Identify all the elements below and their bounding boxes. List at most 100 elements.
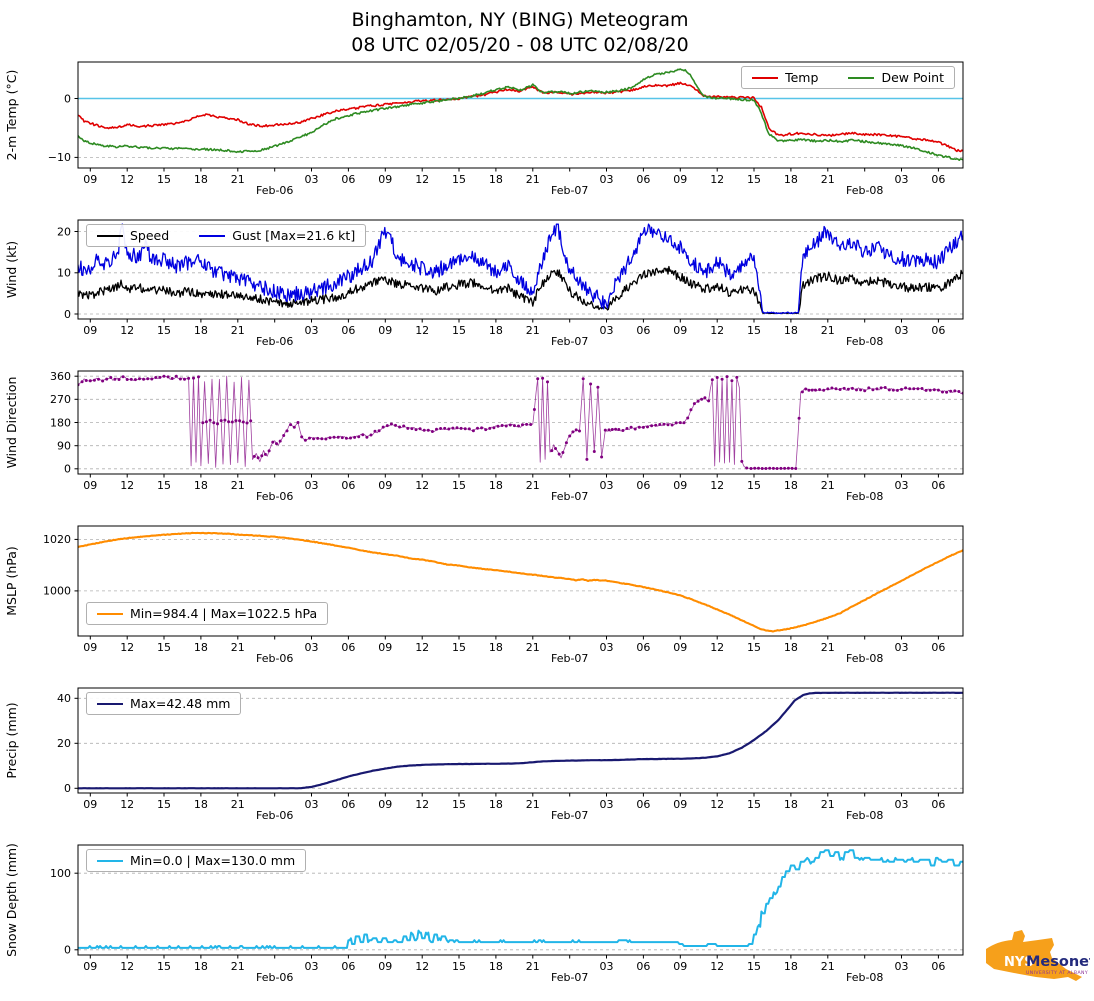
x-tick-label: 18 bbox=[489, 798, 503, 811]
x-tick-label: 06 bbox=[636, 641, 650, 654]
series-line-precip bbox=[78, 691, 963, 790]
plot-temp: −10 0 09 12 15 18 21 Feb-06 03 06 09 12 15 18 21 Feb-07… bbox=[4, 61, 964, 197]
plot-wind: 0 10 20 09 12 15 18 21 Feb-06 03 06 09 12 15 18 21 Feb-0… bbox=[4, 219, 964, 348]
x-tick-label: 15 bbox=[747, 798, 761, 811]
x-tick-label: 12 bbox=[415, 798, 429, 811]
x-tick-label: 06 bbox=[931, 641, 945, 654]
legend-label: Max=42.48 mm bbox=[130, 696, 231, 711]
y-tick-label: 40 bbox=[57, 692, 71, 705]
x-tick-label: 15 bbox=[747, 641, 761, 654]
x-tick-label: 12 bbox=[710, 798, 724, 811]
x-tick-label: 21 bbox=[821, 960, 835, 973]
y-tick-label: 10 bbox=[57, 267, 71, 280]
legend-wind: Speed Gust [Max=21.6 kt] bbox=[86, 224, 367, 247]
y-axis: 0 90 180 270 360 bbox=[50, 370, 78, 476]
x-tick-label: 09 bbox=[83, 798, 97, 811]
legend-label: Gust [Max=21.6 kt] bbox=[232, 228, 356, 243]
plot-snow: 0 100 09 12 15 18 21 Feb-06 03 06 09 12 15 18 21 Feb-07… bbox=[4, 843, 964, 984]
x-axis: 09 12 15 18 21 Feb-06 03 06 09 12 15 18 21 Feb-07 03 06… bbox=[83, 319, 945, 348]
legend-line-sample bbox=[97, 702, 123, 705]
series-group bbox=[78, 223, 963, 315]
x-tick-label: 06 bbox=[341, 479, 355, 492]
x-tick-label: 06 bbox=[636, 798, 650, 811]
x-tick-label: 18 bbox=[784, 324, 798, 337]
legend-label: Dew Point bbox=[881, 70, 944, 85]
x-tick-label: 18 bbox=[784, 479, 798, 492]
y-tick-label: 360 bbox=[50, 370, 71, 383]
x-tick-label: 03 bbox=[600, 798, 614, 811]
legend-label: Min=984.4 | Max=1022.5 hPa bbox=[130, 606, 318, 621]
x-tick-label: 12 bbox=[120, 173, 134, 186]
x-tick-label: 09 bbox=[378, 324, 392, 337]
x-tick-label: 12 bbox=[415, 641, 429, 654]
x-tick-label: 18 bbox=[784, 798, 798, 811]
x-tick-label: 12 bbox=[415, 324, 429, 337]
x-tick-label: 09 bbox=[83, 324, 97, 337]
legend-label: Min=0.0 | Max=130.0 mm bbox=[130, 853, 296, 868]
x-tick-label: 15 bbox=[157, 960, 171, 973]
panel-mslp: 1000 1020 09 12 15 18 21 Feb-06 03 06 09 12 15 18 21 Fe… bbox=[0, 522, 1094, 684]
x-tick-day-label: Feb-06 bbox=[256, 490, 293, 503]
legend-entry: Min=0.0 | Max=130.0 mm bbox=[97, 853, 295, 868]
x-tick-day-label: Feb-08 bbox=[846, 184, 883, 197]
legend-line-sample bbox=[752, 76, 779, 79]
x-tick-label: 12 bbox=[710, 324, 724, 337]
y-tick-label: 20 bbox=[57, 737, 71, 750]
y-axis: 0 100 bbox=[50, 867, 78, 957]
gridlines bbox=[78, 375, 963, 470]
x-tick-label: 15 bbox=[157, 173, 171, 186]
series-line-snow-depth bbox=[78, 849, 963, 949]
x-tick-label: 06 bbox=[636, 960, 650, 973]
legend-precip: Max=42.48 mm bbox=[86, 692, 242, 715]
x-tick-label: 21 bbox=[231, 324, 245, 337]
plot-precip: 0 20 40 09 12 15 18 21 Feb-06 03 06 09 12 15 18 21 Feb-0… bbox=[4, 687, 964, 822]
x-tick-label: 18 bbox=[194, 960, 208, 973]
x-tick-label: 21 bbox=[821, 173, 835, 186]
y-tick-label: 0 bbox=[64, 92, 71, 105]
x-tick-label: 18 bbox=[489, 324, 503, 337]
x-tick-label: 06 bbox=[341, 324, 355, 337]
x-tick-label: 18 bbox=[489, 641, 503, 654]
x-tick-label: 09 bbox=[83, 173, 97, 186]
x-tick-label: 15 bbox=[747, 173, 761, 186]
x-tick-label: 09 bbox=[83, 641, 97, 654]
x-tick-label: 09 bbox=[378, 798, 392, 811]
x-tick-day-label: Feb-06 bbox=[256, 652, 293, 665]
x-tick-label: 09 bbox=[673, 173, 687, 186]
x-tick-day-label: Feb-08 bbox=[846, 335, 883, 348]
panel-snow: 0 100 09 12 15 18 21 Feb-06 03 06 09 12 15 18 21 Feb-07… bbox=[0, 841, 1094, 1001]
y-tick-label: 1000 bbox=[43, 585, 71, 598]
x-tick-label: 21 bbox=[526, 173, 540, 186]
y-axis: 1000 1020 bbox=[43, 533, 78, 598]
x-tick-label: 21 bbox=[526, 798, 540, 811]
logo-tagline-text: UNIVERSITY AT ALBANY bbox=[1026, 970, 1088, 976]
gridlines bbox=[78, 538, 963, 592]
plot-mslp: 1000 1020 09 12 15 18 21 Feb-06 03 06 09 12 15 18 21 Fe… bbox=[4, 525, 964, 665]
x-tick-label: 18 bbox=[194, 479, 208, 492]
legend-entry: Dew Point bbox=[848, 70, 944, 85]
plot-frame bbox=[77, 844, 964, 956]
legend-snow: Min=0.0 | Max=130.0 mm bbox=[86, 849, 307, 872]
x-tick-label: 12 bbox=[120, 798, 134, 811]
x-tick-day-label: Feb-07 bbox=[551, 490, 588, 503]
x-tick-label: 12 bbox=[710, 479, 724, 492]
x-tick-label: 15 bbox=[452, 960, 466, 973]
legend-label: Speed bbox=[130, 228, 170, 243]
plot-frame bbox=[77, 61, 964, 169]
x-tick-label: 21 bbox=[821, 641, 835, 654]
legend-entry: Max=42.48 mm bbox=[97, 696, 230, 711]
x-tick-day-label: Feb-06 bbox=[256, 809, 293, 822]
y-axis-label: Precip (mm) bbox=[4, 702, 19, 778]
legend-entry: Speed bbox=[97, 228, 169, 243]
x-tick-label: 03 bbox=[600, 960, 614, 973]
x-tick-label: 12 bbox=[710, 960, 724, 973]
x-tick-label: 18 bbox=[194, 324, 208, 337]
x-tick-label: 21 bbox=[231, 960, 245, 973]
x-tick-label: 03 bbox=[895, 641, 909, 654]
x-tick-label: 03 bbox=[600, 479, 614, 492]
x-tick-label: 15 bbox=[747, 960, 761, 973]
logo-org-text: NYS bbox=[1004, 955, 1034, 970]
logo-name-text: Mesonet bbox=[1026, 954, 1090, 970]
x-tick-label: 03 bbox=[895, 173, 909, 186]
